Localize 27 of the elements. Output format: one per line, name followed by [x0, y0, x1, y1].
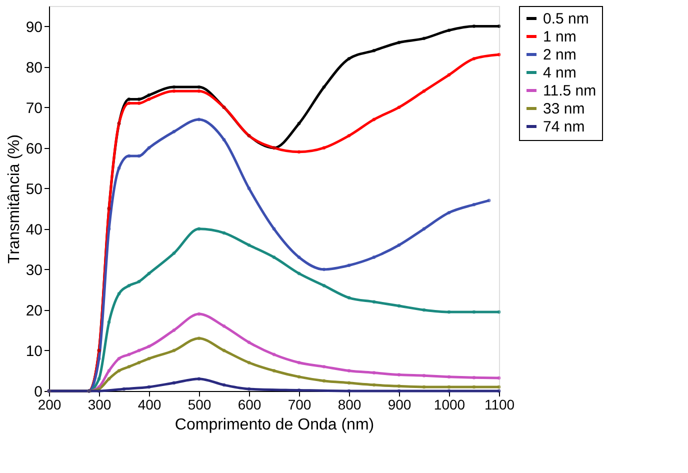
y-tick-label: 30 [26, 262, 42, 279]
x-tick-label: 300 [88, 396, 112, 412]
x-axis-title: Comprimento de Onda (nm) [174, 416, 374, 434]
x-tick-label: 500 [188, 396, 212, 412]
y-tick-label: 20 [26, 302, 42, 320]
legend-label: 74 nm [543, 118, 585, 136]
legend-label: 2 nm [543, 46, 576, 64]
y-tick-label: 90 [26, 18, 42, 36]
x-tick-label: 1100 [484, 396, 515, 412]
legend-label: 11.5 nm [543, 82, 596, 100]
legend-label: 4 nm [543, 64, 576, 82]
y-tick-label: 10 [26, 342, 42, 360]
x-tick-label: 800 [338, 396, 362, 412]
y-tick-label: 60 [26, 140, 42, 158]
legend-label: 33 nm [543, 100, 585, 118]
x-tick-label: 600 [238, 396, 262, 412]
y-tick-label: 40 [26, 221, 42, 238]
y-tick-label: 70 [26, 100, 42, 117]
y-tick-label: 50 [26, 180, 42, 198]
y-axis-title: Transmitância (%) [6, 134, 23, 264]
y-tick-label: 80 [26, 59, 42, 76]
legend-label: 1 nm [543, 28, 576, 46]
legend-label: 0.5 nm [543, 10, 589, 28]
x-tick-label: 400 [138, 396, 162, 412]
x-tick-label: 700 [288, 396, 312, 412]
x-tick-label: 1000 [434, 396, 466, 412]
x-tick-label: 900 [388, 396, 412, 412]
